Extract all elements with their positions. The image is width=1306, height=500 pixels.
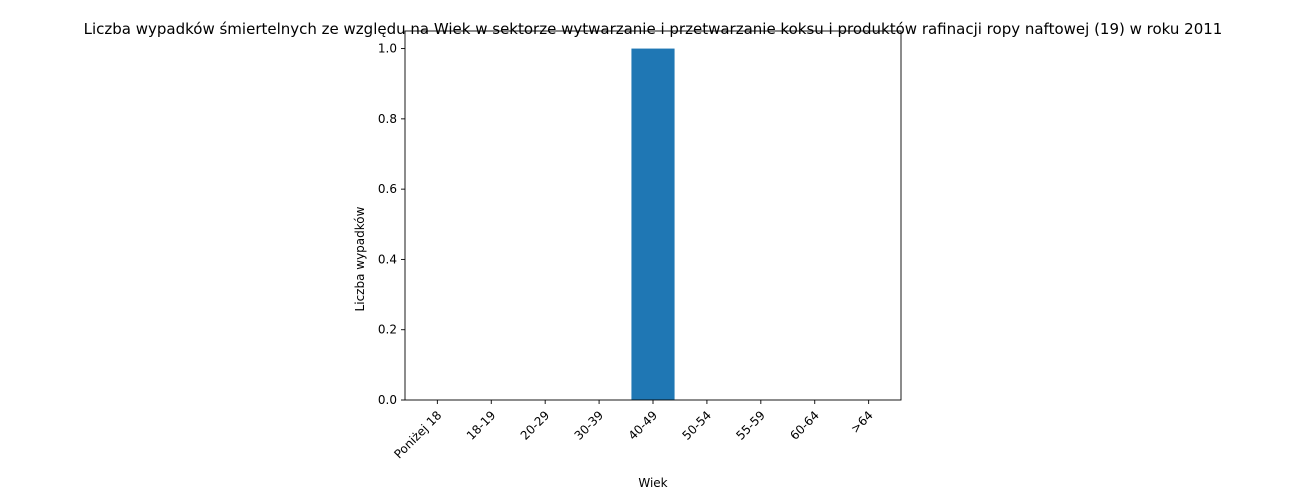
x-tick-label: Poniżej 18: [391, 408, 444, 461]
x-axis-label: Wiek: [638, 476, 667, 490]
bar-40-49: [631, 48, 675, 400]
x-tick-label: 40-49: [626, 408, 661, 443]
x-tick-label: 30-39: [572, 408, 607, 443]
y-axis-label: Liczba wypadków: [353, 206, 367, 311]
y-tick-label: 0.2: [378, 323, 397, 337]
x-tick-label: 55-59: [733, 408, 768, 443]
y-tick-label: 0.8: [378, 112, 397, 126]
y-tick-label: 0.4: [378, 252, 397, 266]
plot-area: 0.0 0.2 0.4 0.6 0.8 1.0 Poniżej 18 18-19 20-29 30…: [378, 30, 902, 461]
chart-title: Liczba wypadków śmiertelnych ze względu …: [84, 20, 1223, 38]
y-tick-label: 1.0: [378, 42, 397, 56]
x-tick-label: 18-19: [464, 408, 499, 443]
x-tick-label: 50-54: [679, 408, 714, 443]
y-tick-label: 0.6: [378, 182, 397, 196]
x-tick-label: 60-64: [787, 408, 822, 443]
y-tick-label: 0.0: [378, 393, 397, 407]
x-tick-label: 20-29: [518, 408, 553, 443]
x-tick-label: >64: [848, 408, 876, 436]
